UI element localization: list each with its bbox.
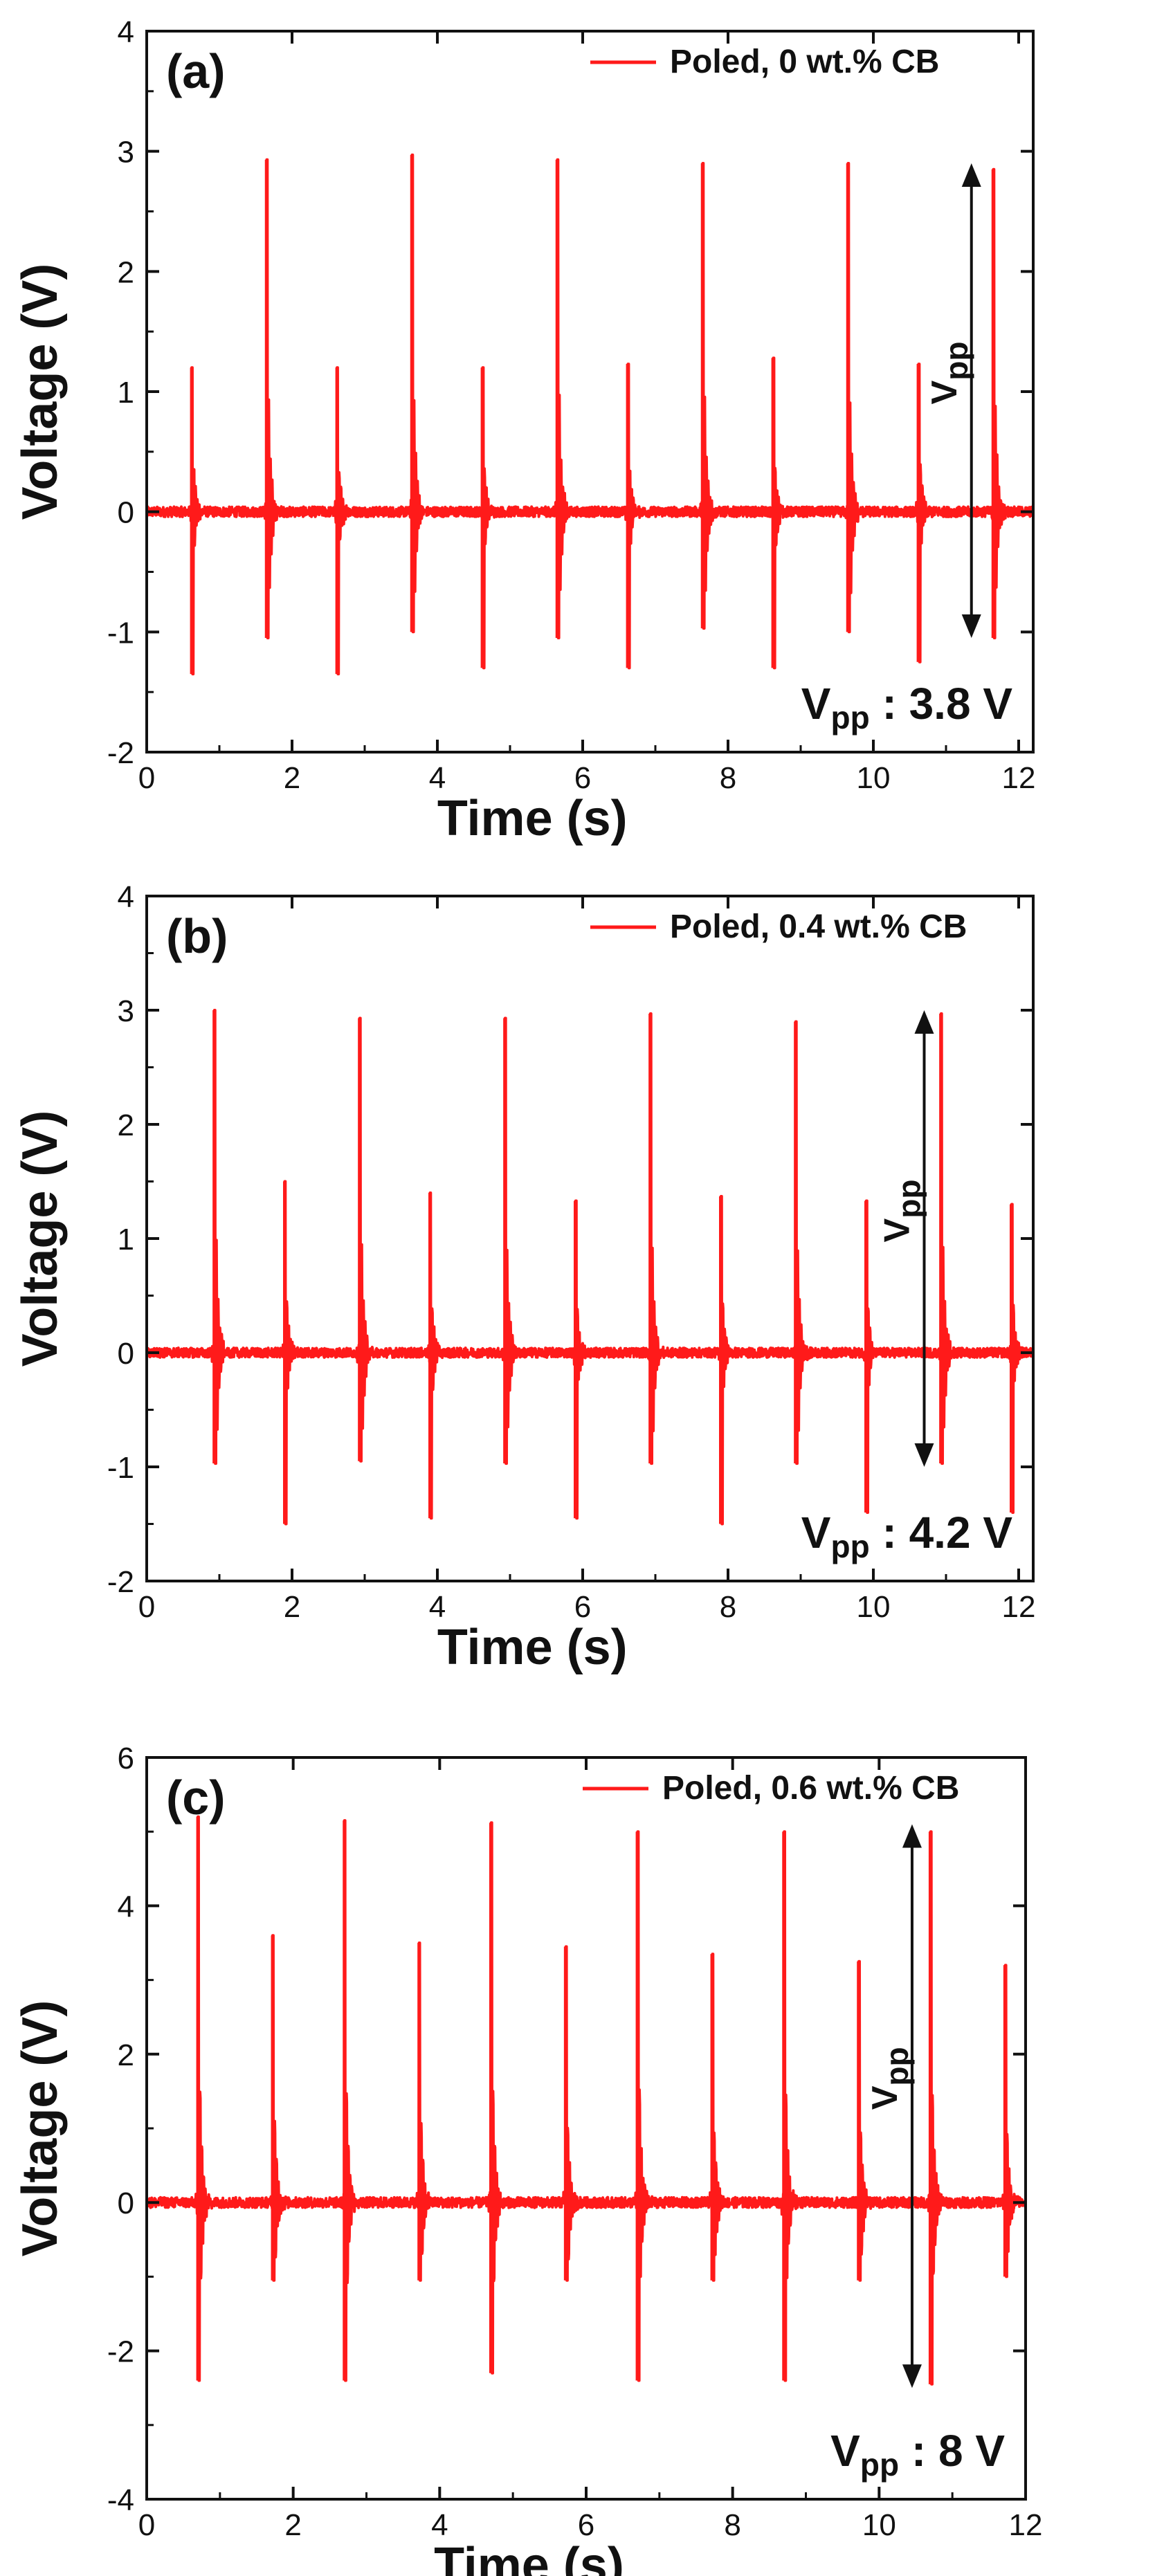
- vpp-annotation-main: V: [801, 1508, 831, 1558]
- vpp-annotation-main: V: [830, 2426, 860, 2476]
- x-axis-title: Time (s): [434, 2538, 624, 2576]
- voltage-trace: [145, 153, 1035, 676]
- vpp-annotation-sub: pp: [830, 700, 869, 736]
- x-tick-label: 8: [724, 2508, 740, 2542]
- y-axis-title: Voltage (V): [12, 2000, 68, 2257]
- y-tick-label: 4: [118, 880, 134, 914]
- x-tick-label: 10: [862, 2508, 896, 2542]
- y-tick-label: 2: [118, 2038, 134, 2072]
- vpp-annotation: Vpp : 8 V: [830, 2426, 1005, 2483]
- x-tick-label: 6: [574, 761, 591, 795]
- y-tick-label: 0: [118, 1337, 134, 1371]
- vpp-arrow-head-down: [914, 1443, 934, 1467]
- x-tick-label: 12: [1009, 2508, 1043, 2542]
- x-tick-label: 12: [1002, 1590, 1036, 1624]
- x-tick-label: 4: [431, 2508, 448, 2542]
- x-tick-label: 4: [429, 1590, 446, 1624]
- y-tick-label: 1: [118, 1223, 134, 1257]
- y-tick-label: 6: [118, 1742, 134, 1775]
- y-tick-label: 2: [118, 255, 134, 289]
- x-tick-label: 8: [720, 761, 736, 795]
- y-tick-label: -1: [107, 1451, 134, 1485]
- x-tick-label: 2: [284, 2508, 301, 2542]
- legend-label: Poled, 0.4 wt.% CB: [670, 908, 967, 945]
- vpp-annotation: Vpp : 4.2 V: [801, 1508, 1013, 1564]
- y-tick-label: 1: [118, 376, 134, 410]
- voltage-trace: [145, 1815, 1027, 2386]
- y-axis-title: Voltage (V): [12, 264, 68, 520]
- panel-label: (a): [166, 44, 226, 98]
- x-tick-label: 0: [138, 1590, 155, 1624]
- y-tick-label: 4: [118, 1890, 134, 1924]
- vpp-side-text: Vpp: [878, 1180, 927, 1243]
- y-tick-label: 3: [118, 136, 134, 170]
- vpp-side-label: Vpp: [865, 2047, 915, 2110]
- vpp-arrow-head-up: [902, 1824, 922, 1848]
- vpp-side-sub: pp: [891, 1180, 927, 1218]
- x-tick-label: 2: [284, 1590, 300, 1624]
- y-tick-label: -2: [107, 736, 134, 770]
- y-tick-label: -4: [107, 2483, 134, 2517]
- vpp-arrow-head-up: [914, 1010, 934, 1034]
- y-tick-label: 4: [118, 15, 134, 49]
- vpp-annotation-value: : 4.2 V: [870, 1508, 1013, 1558]
- x-tick-label: 2: [284, 761, 300, 795]
- panel-label: (b): [166, 909, 228, 963]
- vpp-side-sub: pp: [879, 2047, 915, 2085]
- x-tick-label: 6: [574, 1590, 591, 1624]
- x-axis-title: Time (s): [437, 1620, 628, 1675]
- y-tick-label: 2: [118, 1108, 134, 1142]
- vpp-side-label: Vpp: [925, 342, 974, 405]
- x-tick-label: 0: [138, 2508, 155, 2542]
- x-tick-label: 10: [857, 761, 891, 795]
- plot-frame: [145, 1756, 1027, 2501]
- vpp-annotation: Vpp : 3.8 V: [801, 679, 1013, 736]
- x-tick-label: 12: [1002, 761, 1036, 795]
- plot-frame: [145, 30, 1035, 753]
- vpp-side-text: Vpp: [865, 2047, 915, 2110]
- vpp-arrow-head-up: [961, 163, 981, 188]
- y-axis-title: Voltage (V): [12, 1111, 68, 1367]
- x-tick-label: 10: [857, 1590, 891, 1624]
- vpp-annotation-main: V: [801, 679, 831, 729]
- x-tick-label: 8: [720, 1590, 736, 1624]
- voltage-trace: [145, 1009, 1035, 1526]
- vpp-side-text: Vpp: [925, 342, 974, 405]
- y-tick-label: 0: [118, 2186, 134, 2220]
- vpp-side-label: Vpp: [878, 1180, 927, 1243]
- vpp-annotation-value: : 3.8 V: [870, 679, 1013, 729]
- y-tick-label: -2: [107, 1565, 134, 1599]
- x-axis-title: Time (s): [437, 791, 628, 846]
- vpp-side-sub: pp: [938, 342, 974, 381]
- panel-label: (c): [166, 1771, 226, 1825]
- x-tick-label: 6: [578, 2508, 594, 2542]
- vpp-annotation-sub: pp: [830, 1528, 869, 1564]
- vpp-arrow-head-down: [902, 2364, 922, 2388]
- x-tick-label: 0: [138, 761, 155, 795]
- x-tick-label: 4: [429, 761, 446, 795]
- legend-label: Poled, 0.6 wt.% CB: [662, 1770, 959, 1807]
- vpp-annotation-sub: pp: [860, 2447, 899, 2483]
- vpp-side-main: V: [865, 2085, 905, 2110]
- legend-label: Poled, 0 wt.% CB: [670, 44, 939, 80]
- y-tick-label: -1: [107, 616, 134, 650]
- y-tick-label: 3: [118, 994, 134, 1028]
- vpp-side-main: V: [878, 1218, 918, 1242]
- y-tick-label: -2: [107, 2335, 134, 2369]
- y-tick-label: 0: [118, 496, 134, 530]
- vpp-side-main: V: [925, 380, 965, 404]
- vpp-annotation-value: : 8 V: [899, 2426, 1005, 2476]
- vpp-arrow-head-down: [961, 614, 981, 639]
